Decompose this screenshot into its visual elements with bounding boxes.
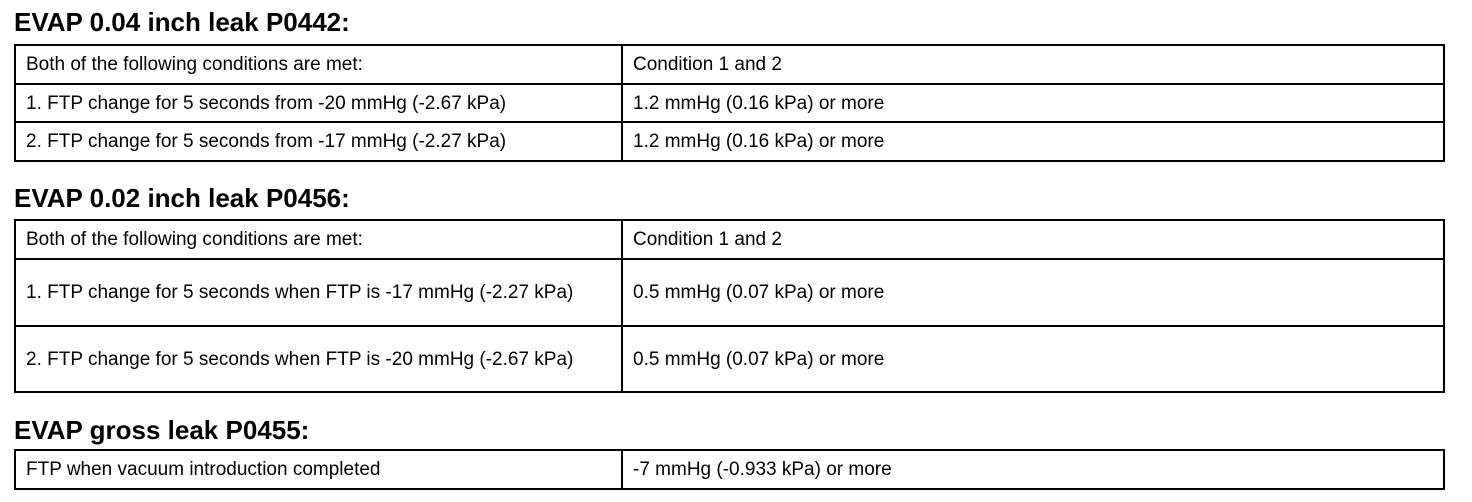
table-row: 1. FTP change for 5 seconds from -20 mmH… <box>14 83 1445 123</box>
table-cell: Both of the following conditions are met… <box>14 44 623 85</box>
table-cell: 1.2 mmHg (0.16 kPa) or more <box>621 83 1445 123</box>
table-row: Both of the following conditions are met… <box>14 44 1445 85</box>
table-cell: 2. FTP change for 5 seconds from -17 mmH… <box>14 121 623 162</box>
table-row: 1. FTP change for 5 seconds when FTP is … <box>14 258 1445 327</box>
condition-table: Both of the following conditions are met… <box>14 219 1445 393</box>
table-cell: 0.5 mmHg (0.07 kPa) or more <box>621 325 1445 393</box>
table-row: 2. FTP change for 5 seconds from -17 mmH… <box>14 121 1445 162</box>
table-row: 2. FTP change for 5 seconds when FTP is … <box>14 325 1445 393</box>
condition-table: Both of the following conditions are met… <box>14 44 1445 162</box>
table-row: FTP when vacuum introduction completed -7… <box>14 449 1445 490</box>
table-cell: 1.2 mmHg (0.16 kPa) or more <box>621 121 1445 162</box>
table-cell: 1. FTP change for 5 seconds when FTP is … <box>14 258 623 327</box>
table-cell: Both of the following conditions are met… <box>14 219 623 260</box>
table-cell: Condition 1 and 2 <box>621 44 1445 85</box>
section-title: EVAP 0.02 inch leak P0456: <box>14 183 350 213</box>
condition-table: FTP when vacuum introduction completed -7… <box>14 449 1445 490</box>
section-title: EVAP 0.04 inch leak P0442: <box>14 7 350 37</box>
section-title: EVAP gross leak P0455: <box>14 415 310 445</box>
table-cell: Condition 1 and 2 <box>621 219 1445 260</box>
table-cell: 1. FTP change for 5 seconds from -20 mmH… <box>14 83 623 123</box>
table-row: Both of the following conditions are met… <box>14 219 1445 260</box>
table-cell: -7 mmHg (-0.933 kPa) or more <box>621 449 1445 490</box>
table-cell: 2. FTP change for 5 seconds when FTP is … <box>14 325 623 393</box>
table-cell: FTP when vacuum introduction completed <box>14 449 623 490</box>
table-cell: 0.5 mmHg (0.07 kPa) or more <box>621 258 1445 327</box>
